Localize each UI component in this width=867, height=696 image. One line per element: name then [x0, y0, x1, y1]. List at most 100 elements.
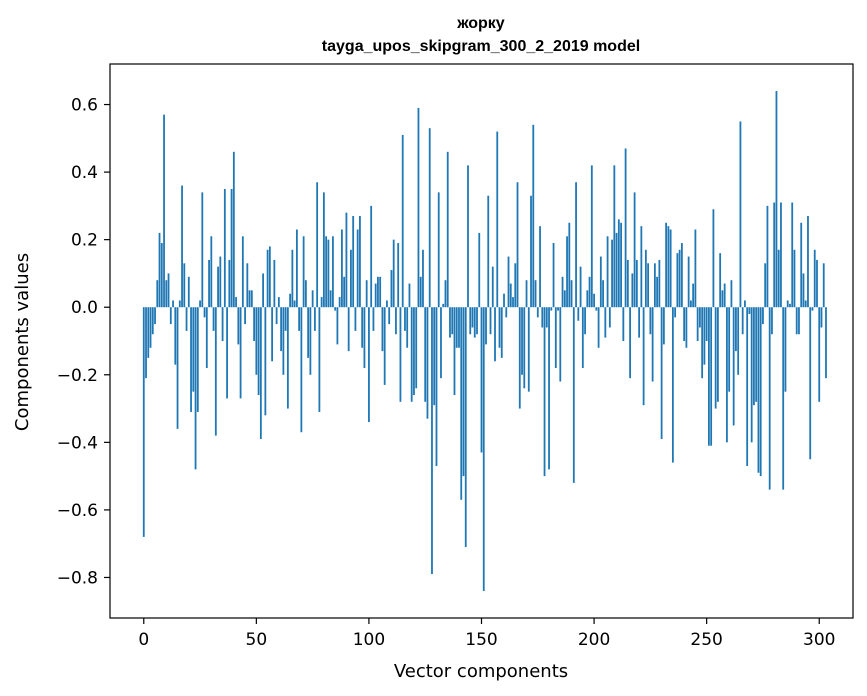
bar — [676, 253, 679, 308]
bar — [372, 307, 375, 331]
bar — [313, 307, 316, 331]
bar — [820, 307, 823, 328]
bar — [250, 290, 253, 308]
x-tick-label: 300 — [803, 630, 835, 650]
bar — [185, 307, 188, 331]
bar — [640, 226, 643, 308]
bar — [620, 222, 622, 308]
bar — [771, 307, 773, 335]
bar — [273, 259, 276, 308]
bar — [435, 307, 438, 466]
bar — [201, 192, 204, 308]
bar — [822, 263, 825, 308]
bar — [437, 192, 440, 308]
bar — [825, 307, 827, 379]
bar — [793, 249, 796, 308]
bar — [476, 307, 478, 335]
bar — [563, 290, 566, 308]
bar — [541, 307, 544, 328]
bar — [322, 192, 325, 308]
bar — [599, 256, 602, 308]
bar — [584, 307, 586, 335]
bar — [726, 307, 728, 443]
bar — [766, 205, 769, 308]
bar — [671, 307, 674, 463]
bar — [712, 209, 715, 308]
bar — [442, 303, 445, 308]
bar — [480, 307, 483, 453]
bar — [561, 276, 564, 308]
bar — [352, 216, 355, 308]
bar — [214, 307, 217, 436]
bar — [572, 307, 575, 483]
x-tick-label: 200 — [578, 630, 610, 650]
bar — [638, 307, 641, 338]
bar — [428, 128, 431, 308]
bar — [194, 307, 197, 470]
bar — [818, 307, 821, 402]
bar — [368, 307, 370, 423]
bar — [687, 256, 690, 308]
bar — [196, 307, 199, 412]
bar — [453, 307, 456, 396]
bar — [388, 307, 391, 325]
bar — [246, 263, 249, 308]
bar — [205, 307, 208, 369]
bar — [241, 236, 244, 308]
bar — [503, 293, 505, 308]
bar — [746, 307, 749, 466]
bar — [699, 307, 701, 328]
bar — [295, 229, 298, 308]
bar — [325, 236, 328, 308]
bar — [341, 229, 343, 308]
bar — [714, 307, 717, 409]
bar — [710, 307, 713, 446]
bar — [271, 307, 274, 362]
bar — [359, 216, 361, 308]
bar — [413, 307, 415, 396]
bar — [741, 307, 744, 335]
bar — [730, 280, 733, 308]
bar — [622, 307, 625, 341]
bar — [334, 307, 337, 311]
bar — [728, 307, 731, 392]
bar — [277, 297, 280, 308]
bar — [665, 222, 668, 308]
bar — [708, 307, 710, 446]
bar — [552, 243, 555, 308]
bar — [570, 280, 573, 308]
bar — [626, 259, 629, 308]
bar — [514, 263, 517, 308]
bar — [449, 307, 451, 338]
bar — [426, 307, 429, 419]
bar — [689, 300, 692, 308]
bar — [433, 307, 436, 406]
bar — [667, 226, 670, 308]
bar — [244, 307, 246, 325]
bar — [462, 307, 465, 477]
bar — [264, 307, 267, 416]
bar — [683, 307, 686, 341]
bar — [577, 307, 580, 321]
x-tick-label: 250 — [690, 630, 722, 650]
bar — [356, 229, 359, 308]
bar — [816, 259, 818, 308]
bar — [440, 307, 442, 379]
bar — [451, 307, 454, 335]
bar — [286, 307, 289, 409]
bar — [780, 202, 782, 308]
bar — [381, 307, 384, 352]
bar — [516, 182, 519, 308]
bar — [512, 297, 514, 308]
bar — [662, 307, 665, 345]
bar — [507, 256, 510, 308]
bar — [813, 249, 816, 308]
bar — [653, 263, 656, 308]
bar — [494, 307, 496, 362]
bar — [590, 165, 593, 308]
bar — [530, 195, 532, 308]
bar — [284, 307, 287, 331]
bar — [489, 307, 492, 335]
bar — [167, 273, 170, 308]
bar — [151, 307, 154, 335]
